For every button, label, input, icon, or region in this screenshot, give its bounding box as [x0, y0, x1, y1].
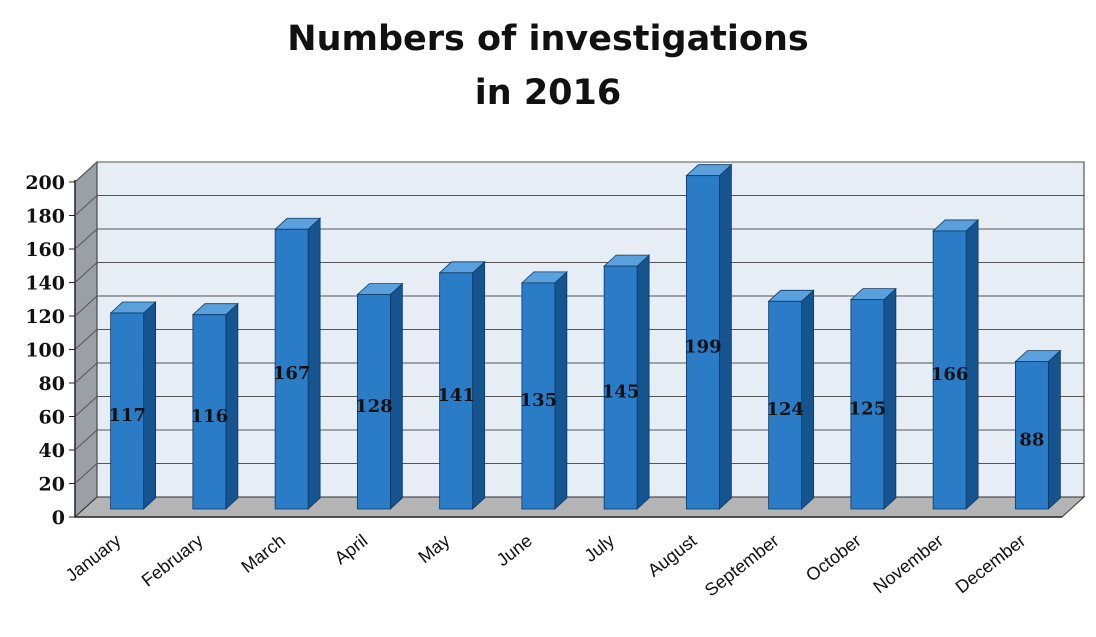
data-label: 199: [684, 336, 722, 357]
gridline-side: [74, 329, 98, 350]
bar-front-face: [110, 312, 145, 510]
data-label: 117: [108, 405, 146, 426]
gridline-side: [74, 429, 98, 451]
bar-august: [685, 163, 733, 510]
data-labels: 117 116 167 128 141 135 145 199 124 125 166 88: [108, 336, 1044, 450]
y-tick-label: 140: [25, 273, 65, 295]
data-label: 145: [602, 382, 640, 403]
bar-front-face: [274, 228, 309, 510]
chart-title-line-2: in 2016: [474, 73, 622, 113]
gridline-side: [74, 262, 98, 283]
y-tick-label: 80: [39, 373, 65, 395]
gridline-side: [74, 228, 98, 250]
bar-front-face: [192, 314, 227, 510]
bar-front-face: [685, 175, 720, 510]
chart-title-line-1: Numbers of investigations: [287, 19, 809, 59]
category-label: July: [581, 530, 619, 565]
bar-front-face: [932, 230, 967, 510]
data-label: 116: [191, 406, 229, 427]
y-tick-label: 160: [25, 239, 65, 261]
y-tick-label: 0: [52, 507, 65, 529]
bar-march: [274, 217, 322, 510]
category-label: December: [952, 530, 1030, 597]
gridlines: [74, 161, 1084, 484]
bar-june: [520, 270, 568, 510]
data-label: 141: [437, 385, 475, 406]
bar-front-face: [850, 299, 885, 510]
gridline-side: [74, 463, 98, 484]
data-label: 135: [520, 390, 558, 411]
bar-april: [356, 282, 404, 510]
category-label: November: [869, 530, 947, 597]
bars: [109, 163, 1062, 510]
data-label: 88: [1019, 429, 1044, 450]
data-label: 128: [355, 396, 393, 417]
gridline-side: [74, 362, 98, 384]
data-label: 124: [766, 399, 804, 420]
bar-front-face: [1014, 361, 1049, 510]
category-label: February: [138, 530, 207, 590]
category-label: June: [493, 530, 536, 570]
data-label: 167: [273, 363, 311, 384]
bar-october: [849, 287, 897, 510]
x-axis-categories: January February March April May June July Augu…: [62, 530, 1030, 600]
bar-front-face: [439, 272, 474, 510]
category-label: May: [414, 530, 453, 567]
gridline-side: [74, 195, 98, 216]
bar-december: [1014, 349, 1062, 510]
category-label: April: [331, 530, 372, 568]
y-tick-label: 60: [39, 407, 65, 429]
bar-front-face: [768, 300, 803, 510]
bar-september: [767, 289, 815, 510]
gridline-side: [74, 161, 98, 183]
bar-november: [932, 219, 980, 510]
bar-may: [438, 260, 486, 510]
y-axis-ticks: 0 20 40 60 80 100 120 140 160 180 200: [25, 172, 75, 529]
bar-front-face: [603, 265, 638, 510]
y-tick-label: 180: [25, 206, 65, 228]
gridline-side: [74, 295, 98, 317]
category-label: October: [802, 530, 865, 585]
bar-front-face: [521, 282, 556, 510]
chart-title: Numbers of investigations in 2016: [0, 12, 1096, 120]
bar-front-face: [356, 294, 391, 510]
data-label: 166: [931, 364, 969, 385]
category-label: September: [701, 530, 783, 600]
bar-january: [109, 301, 157, 510]
category-label: March: [237, 530, 289, 577]
bar-side-face: [1047, 349, 1061, 510]
category-label: August: [644, 530, 700, 580]
bar-july: [603, 254, 651, 510]
y-tick-label: 40: [39, 440, 65, 462]
y-tick-label: 200: [25, 172, 65, 194]
gridline-side: [74, 396, 98, 417]
y-tick-label: 20: [39, 474, 65, 496]
y-tick-label: 120: [25, 306, 65, 328]
y-tick-label: 100: [25, 340, 65, 362]
data-label: 125: [849, 398, 887, 419]
category-label: January: [62, 530, 125, 585]
bar-february: [191, 302, 239, 510]
